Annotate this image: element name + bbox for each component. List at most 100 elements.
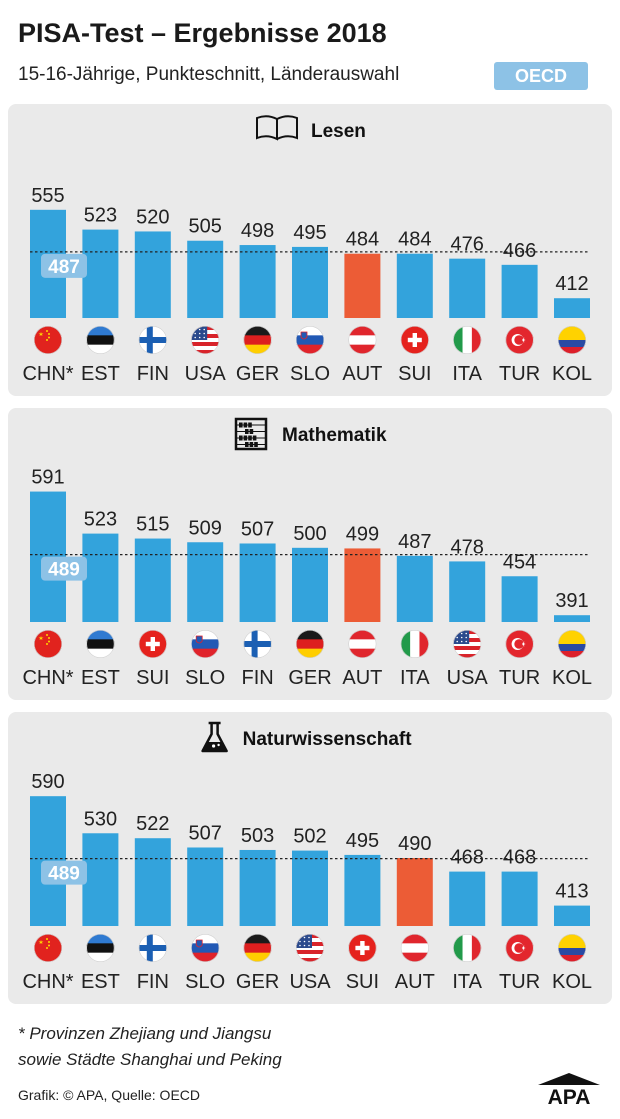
bar-sui — [396, 253, 433, 318]
value-label-est: 523 — [84, 205, 117, 227]
flag-ger-icon — [243, 326, 272, 355]
chart-mathematik: Mathematik 591 CHN* 523 EST 515 SUI 509 SLO 507 FI… — [22, 417, 592, 689]
flag-usa-icon — [191, 326, 220, 355]
average-label-bg — [41, 253, 87, 278]
chart-title-group: Naturwissenschaft — [201, 721, 412, 753]
bar-tur — [501, 576, 538, 622]
flag-ita-icon — [453, 326, 482, 355]
bar-kol — [554, 298, 590, 318]
bar-aut — [344, 253, 381, 318]
bar-slo — [187, 542, 224, 622]
value-label-ita: 487 — [398, 531, 431, 553]
bar-sui — [344, 854, 381, 926]
bar-ita — [396, 555, 433, 622]
value-label-ita: 468 — [451, 847, 484, 869]
value-label-fin: 522 — [136, 813, 169, 835]
value-label-ger: 503 — [241, 825, 274, 847]
bar-ger — [239, 849, 276, 926]
category-label-usa: USA — [185, 363, 227, 385]
apa-logo-text: APA — [548, 1086, 591, 1107]
category-label-aut: AUT — [342, 667, 382, 689]
flag-slo-icon — [191, 630, 220, 659]
flag-chn-icon — [33, 326, 62, 355]
flag-slo-icon — [295, 326, 324, 355]
flag-tur-icon — [505, 934, 534, 963]
value-label-tur: 468 — [503, 847, 536, 869]
category-label-sui: SUI — [398, 363, 431, 385]
flag-tur-icon — [505, 326, 534, 355]
bar-ger — [239, 245, 276, 318]
value-label-kol: 391 — [555, 590, 588, 612]
value-label-chn: 590 — [31, 771, 64, 793]
flag-sui-icon — [400, 326, 429, 355]
category-label-sui: SUI — [136, 667, 169, 689]
value-label-sui: 495 — [346, 830, 379, 852]
category-label-kol: KOL — [552, 363, 592, 385]
category-label-ita: ITA — [452, 971, 482, 993]
bar-slo — [187, 847, 224, 926]
flag-kol-icon — [557, 630, 586, 659]
category-label-chn: CHN* — [22, 971, 73, 993]
value-label-ita: 476 — [451, 234, 484, 256]
value-label-chn: 591 — [31, 467, 64, 489]
flag-usa-icon — [453, 630, 482, 659]
category-label-slo: SLO — [185, 971, 225, 993]
bar-fin — [239, 543, 276, 622]
bar-ita — [449, 258, 486, 318]
chart-title-group: Lesen — [256, 115, 366, 142]
panel-mathematik: Mathematik 591 CHN* 523 EST 515 SUI 509 SLO 507 FI… — [8, 408, 612, 700]
bar-usa — [449, 561, 486, 622]
flag-aut-icon — [348, 630, 377, 659]
category-label-aut: AUT — [342, 363, 382, 385]
average-label-bg — [41, 860, 87, 885]
category-label-tur: TUR — [499, 971, 540, 993]
bar-kol — [554, 905, 590, 926]
bar-usa — [187, 240, 224, 318]
category-label-est: EST — [81, 363, 120, 385]
panel-lesen: Lesen 555 CHN* 523 EST 520 FIN 505 USA 498 GER 495 S… — [8, 104, 612, 396]
flag-chn-icon — [33, 630, 62, 659]
average-label: 489 — [48, 560, 80, 581]
value-label-sui: 484 — [398, 229, 431, 251]
category-label-aut: AUT — [395, 971, 435, 993]
category-label-ger: GER — [236, 363, 279, 385]
category-label-usa: USA — [289, 971, 331, 993]
value-label-aut: 499 — [346, 523, 379, 545]
bar-ita — [449, 871, 486, 926]
value-label-usa: 505 — [189, 216, 222, 238]
flag-est-icon — [86, 630, 115, 659]
value-label-kol: 412 — [555, 273, 588, 295]
flag-sui-icon — [348, 934, 377, 963]
category-label-ger: GER — [288, 667, 331, 689]
flag-aut-icon — [348, 326, 377, 355]
category-label-est: EST — [81, 667, 120, 689]
flag-tur-icon — [505, 630, 534, 659]
bar-fin — [134, 231, 171, 318]
flag-ger-icon — [295, 630, 324, 659]
flag-kol-icon — [557, 934, 586, 963]
value-label-slo: 509 — [189, 517, 222, 539]
value-label-kol: 413 — [555, 881, 588, 903]
average-label: 487 — [48, 257, 80, 278]
panel-naturwissenschaft: Naturwissenschaft 590 CHN* 530 EST 522 FIN 507 S… — [8, 712, 612, 1004]
chart-lesen: Lesen 555 CHN* 523 EST 520 FIN 505 USA 498 GER 495 S… — [22, 115, 592, 385]
value-label-fin: 507 — [241, 518, 274, 540]
bar-usa — [292, 850, 328, 926]
bar-est — [82, 533, 119, 622]
bar-tur — [501, 871, 538, 926]
chart-title: Lesen — [311, 121, 366, 142]
value-label-slo: 507 — [189, 822, 222, 844]
flag-est-icon — [86, 934, 115, 963]
chart-naturwissenschaft: Naturwissenschaft 590 CHN* 530 EST 522 FIN 507 S… — [22, 721, 592, 993]
value-label-ger: 498 — [241, 220, 274, 242]
category-label-chn: CHN* — [22, 363, 73, 385]
value-label-est: 523 — [84, 509, 117, 531]
category-label-fin: FIN — [137, 363, 169, 385]
flag-sui-icon — [138, 630, 167, 659]
bar-sui — [134, 538, 171, 622]
bar-kol — [554, 615, 590, 622]
flag-usa-icon — [295, 934, 324, 963]
footnote-line-2: sowie Städte Shanghai und Peking — [18, 1050, 282, 1069]
category-label-ger: GER — [236, 971, 279, 993]
flag-est-icon — [86, 326, 115, 355]
